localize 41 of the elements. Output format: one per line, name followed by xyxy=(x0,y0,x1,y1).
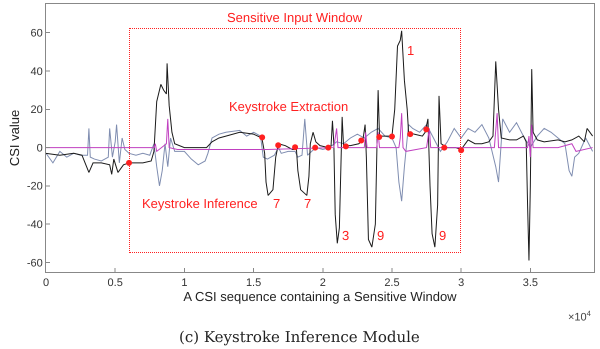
x-tick-label: 1 xyxy=(181,277,188,290)
point xyxy=(407,131,414,138)
point xyxy=(126,160,132,166)
point xyxy=(259,134,266,140)
point xyxy=(423,126,430,132)
annotation: Keystroke Extraction xyxy=(229,99,348,114)
point xyxy=(325,144,332,151)
x-tick-label: 3 xyxy=(458,277,464,290)
y-tick-label: 20 xyxy=(30,104,43,116)
x-tick-label: 2.5 xyxy=(384,277,400,290)
point xyxy=(358,137,364,144)
y-tick-label: -40 xyxy=(26,218,43,231)
y-tick-label: -20 xyxy=(26,180,43,193)
x-tick-label: 0.5 xyxy=(108,277,123,290)
annotation: 7 xyxy=(304,196,312,211)
point xyxy=(342,143,349,150)
point xyxy=(312,144,318,151)
x-tick-label: 3.5 xyxy=(522,277,538,290)
annotation: 9 xyxy=(439,228,446,243)
line-series xyxy=(46,30,594,262)
annotation: 7 xyxy=(273,196,280,211)
point xyxy=(275,142,282,148)
annotation: Keystroke Inference xyxy=(142,196,258,211)
annotation: 1 xyxy=(407,43,414,58)
y-tick-label: -60 xyxy=(26,257,43,270)
y-tick-label: 60 xyxy=(30,28,43,40)
point xyxy=(292,144,298,150)
y-axis-title: CSI value xyxy=(6,110,22,166)
point xyxy=(388,133,395,140)
x-axis-title: A CSI sequence containing a Sensitive Window xyxy=(183,289,458,304)
annotation: 3 xyxy=(342,228,350,243)
point xyxy=(441,144,448,151)
y-tick-label: 40 xyxy=(30,66,43,78)
text: (c) Keystroke Inference Module xyxy=(179,328,420,346)
y-tick-label: 0 xyxy=(36,142,43,154)
x-tick-label: 1.5 xyxy=(246,277,262,290)
point xyxy=(376,134,382,140)
annotation: Sensitive Input Window xyxy=(227,10,363,25)
text: ×10$^{4}$ xyxy=(568,309,592,324)
annotation: 9 xyxy=(377,228,384,243)
x-tick-label: 2 xyxy=(320,277,326,290)
